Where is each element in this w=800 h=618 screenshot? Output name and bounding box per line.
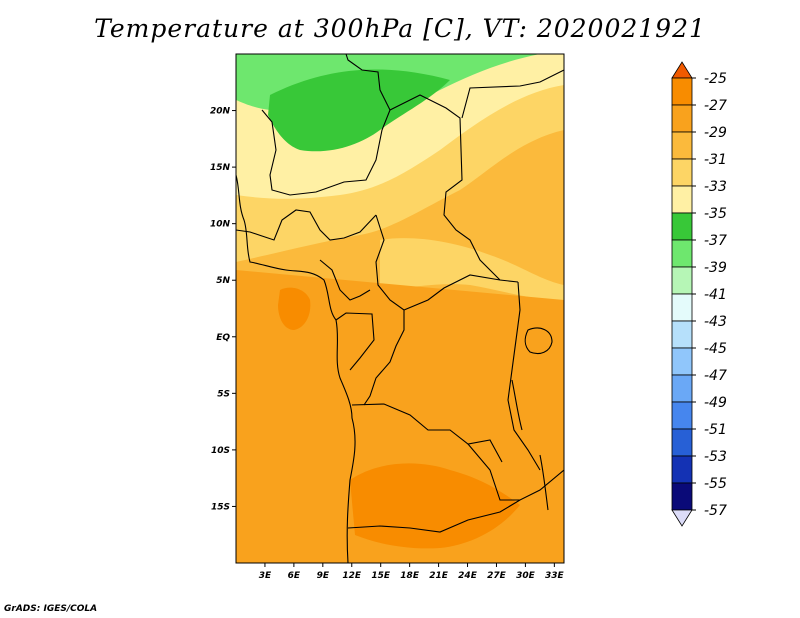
colorbar-label: -49 xyxy=(704,395,727,411)
border-sudan-north xyxy=(461,69,564,119)
colorbar: -25 -27 -29 -31 -33 -35 -37 -39 -41 -43 -45 -47 -49 -… xyxy=(671,61,727,527)
colorbar-label: -45 xyxy=(704,341,727,357)
lon-tick-label: 12E xyxy=(342,571,362,581)
border-drc-east xyxy=(507,281,541,471)
colorbar-label: -35 xyxy=(704,206,727,222)
border-nigeria-cameroon xyxy=(319,259,371,301)
lake-victoria xyxy=(524,327,553,355)
field-band-darkorange-w xyxy=(278,287,311,330)
lat-tick-label: 5S xyxy=(217,389,230,399)
country-borders xyxy=(236,54,564,563)
lake-malawi xyxy=(539,454,549,511)
lat-tick-label: EQ xyxy=(216,333,230,343)
colorbar-segment xyxy=(671,239,693,268)
border-congo-drc xyxy=(363,310,405,406)
lon-tick-label: 6E xyxy=(288,571,301,581)
colorbar-label: -51 xyxy=(704,422,727,438)
colorbar-segment xyxy=(671,293,693,322)
border-westafrica xyxy=(236,209,377,241)
colorbar-segment xyxy=(671,104,693,133)
colorbar-segment xyxy=(671,401,693,430)
longitude-axis: 3E 6E 9E 12E 15E 18E 21E 24E 27E 30E 33E xyxy=(259,563,565,581)
colorbar-max-triangle xyxy=(671,61,693,79)
colorbar-label: -25 xyxy=(704,71,727,87)
colorbar-label: -33 xyxy=(704,179,727,195)
colorbar-segment xyxy=(671,320,693,349)
lat-tick-label: 15N xyxy=(210,163,231,173)
coastline-west xyxy=(236,174,356,563)
lon-tick-label: 15E xyxy=(371,571,391,581)
colorbar-label: -43 xyxy=(704,314,727,330)
border-chad-sudan xyxy=(389,94,519,283)
colorbar-label: -47 xyxy=(704,368,727,384)
lon-tick-label: 24E xyxy=(458,571,478,581)
lon-tick-label: 18E xyxy=(400,571,420,581)
map-frame xyxy=(235,53,565,564)
border-north xyxy=(261,54,391,196)
colorbar-min-triangle xyxy=(671,509,693,527)
colorbar-segment xyxy=(671,158,693,187)
lat-tick-label: 20N xyxy=(210,107,231,117)
lat-tick-label: 15S xyxy=(211,502,230,512)
colorbar-segment xyxy=(671,347,693,376)
colorbar-segment xyxy=(671,455,693,484)
border-angola-north xyxy=(351,403,503,463)
latitude-axis: 20N 15N 10N 5N EQ 5S 10S 15S xyxy=(210,107,236,512)
colorbar-segment xyxy=(671,266,693,295)
border-car xyxy=(375,214,501,311)
map-title: Temperature at 300hPa [C], VT: 202002192… xyxy=(94,14,706,43)
lon-tick-label: 27E xyxy=(487,571,507,581)
colorbar-segment xyxy=(671,482,693,511)
colorbar-segment xyxy=(671,428,693,457)
lat-tick-label: 5N xyxy=(216,276,230,286)
border-zambia xyxy=(467,443,564,501)
lon-tick-label: 3E xyxy=(259,571,272,581)
lon-tick-label: 33E xyxy=(545,571,565,581)
colorbar-segment xyxy=(671,77,693,106)
colorbar-label: -41 xyxy=(704,287,727,303)
colorbar-segment xyxy=(671,212,693,241)
colorbar-label: -27 xyxy=(704,98,727,114)
colorbar-label: -31 xyxy=(704,152,727,168)
border-angola-south xyxy=(347,499,521,533)
border-gabon xyxy=(335,312,375,371)
lon-tick-label: 21E xyxy=(429,571,449,581)
colorbar-segment xyxy=(671,185,693,214)
colorbar-segment xyxy=(671,374,693,403)
colorbar-segment xyxy=(671,131,693,160)
colorbar-label: -39 xyxy=(704,260,727,276)
lat-tick-label: 10S xyxy=(211,446,230,456)
lat-tick-label: 10N xyxy=(210,220,231,230)
lon-tick-label: 30E xyxy=(516,571,536,581)
colorbar-label: -37 xyxy=(704,233,727,249)
lake-tanganyika xyxy=(511,379,523,431)
grads-credit: GrADS: IGES/COLA xyxy=(4,604,98,614)
colorbar-label: -55 xyxy=(704,476,727,492)
colorbar-label: -29 xyxy=(704,125,727,141)
colorbar-label: -57 xyxy=(704,503,727,519)
temperature-field xyxy=(236,54,564,563)
lon-tick-label: 9E xyxy=(317,571,330,581)
colorbar-label: -53 xyxy=(704,449,727,465)
field-band-green xyxy=(268,69,450,152)
